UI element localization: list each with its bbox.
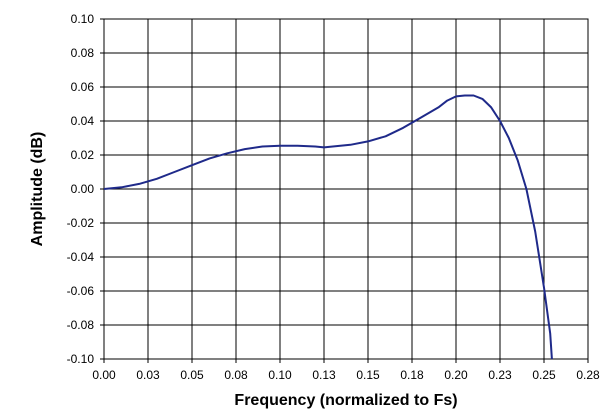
x-tick-label: 0.15 [356, 368, 380, 382]
x-tick-label: 0.18 [400, 368, 424, 382]
y-tick-label: 0.00 [71, 182, 95, 196]
x-tick-label: 0.28 [576, 368, 600, 382]
x-tick-label: 0.08 [224, 368, 248, 382]
grid-lines [100, 18, 589, 363]
x-tick-label: 0.10 [268, 368, 292, 382]
x-axis-label: Frequency (normalized to Fs) [234, 392, 457, 409]
y-tick-label: 0.08 [71, 46, 95, 60]
x-tick-label: 0.25 [532, 368, 556, 382]
x-tick-label: 0.05 [180, 368, 204, 382]
x-tick-labels: 0.00 0.03 0.05 0.08 0.10 0.13 0.15 0.18 0.20 0.23… [92, 368, 600, 382]
y-tick-label: -0.04 [67, 250, 95, 264]
y-tick-label: 0.06 [71, 80, 95, 94]
y-axis-label: Amplitude (dB) [29, 132, 46, 247]
y-tick-label: -0.02 [67, 216, 95, 230]
y-tick-label: -0.08 [67, 318, 95, 332]
y-tick-label: 0.04 [71, 114, 95, 128]
y-tick-label: 0.02 [71, 148, 95, 162]
y-tick-labels: 0.10 0.08 0.06 0.04 0.02 0.00 -0.02 -0.04 -0.06 -… [67, 12, 95, 366]
series-group [103, 94, 553, 360]
x-tick-label: 0.13 [312, 368, 336, 382]
y-tick-label: -0.10 [67, 352, 95, 366]
series-line [103, 94, 553, 360]
y-tick-label: -0.06 [67, 284, 95, 298]
x-tick-label: 0.23 [488, 368, 512, 382]
x-tick-label: 0.03 [136, 368, 160, 382]
x-tick-label: 0.00 [92, 368, 116, 382]
y-tick-label: 0.10 [71, 12, 95, 26]
x-tick-label: 0.20 [444, 368, 468, 382]
